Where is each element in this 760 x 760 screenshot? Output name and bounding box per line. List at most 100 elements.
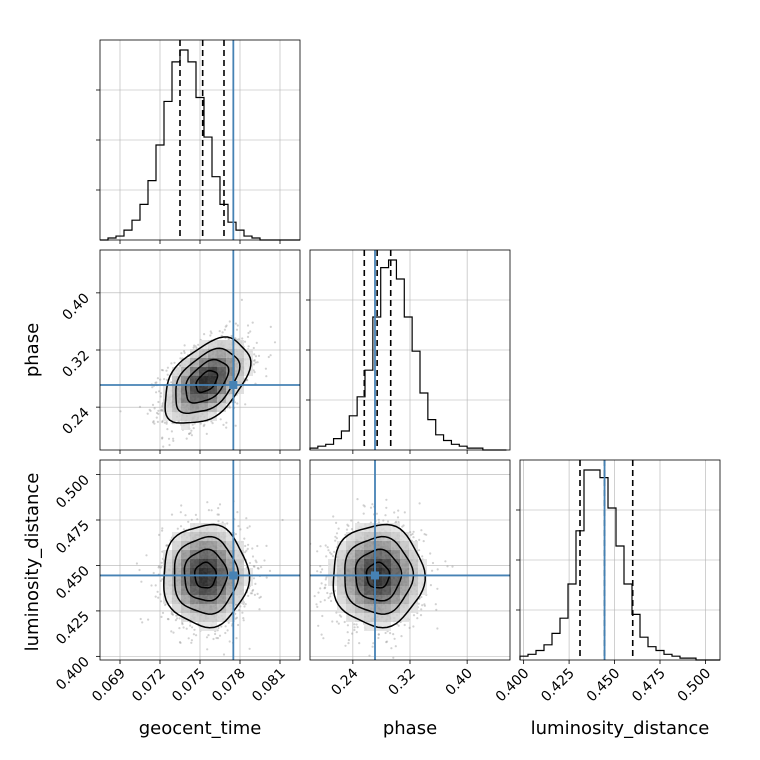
- density-cell: [226, 559, 235, 568]
- sample-point: [409, 533, 413, 537]
- sample-point: [273, 341, 277, 344]
- sample-point: [326, 591, 329, 595]
- density-cell: [226, 586, 235, 595]
- sample-point: [241, 611, 244, 614]
- density-cell: [208, 412, 217, 421]
- density-cell: [391, 541, 400, 550]
- sample-point: [244, 544, 247, 548]
- sample-point: [181, 623, 184, 626]
- density-cell: [163, 577, 172, 586]
- sample-point: [377, 518, 380, 521]
- sample-point: [395, 520, 398, 523]
- density-cell: [172, 577, 181, 586]
- sample-point: [147, 618, 150, 621]
- density-cell: [346, 550, 355, 559]
- sample-point: [246, 324, 250, 327]
- sample-point: [165, 421, 168, 424]
- density-cell: [208, 568, 217, 577]
- panel-content: [310, 460, 510, 666]
- density-cell: [355, 604, 364, 613]
- density-cell: [208, 358, 217, 367]
- density-cell: [190, 523, 199, 532]
- sample-point: [418, 538, 421, 542]
- sample-point: [281, 518, 284, 522]
- density-cell: [217, 532, 226, 541]
- x-tick-label: 0.072: [129, 666, 169, 706]
- density-cell: [199, 586, 208, 595]
- density-cell: [373, 613, 382, 622]
- sample-point: [157, 412, 160, 415]
- sample-point: [368, 654, 371, 657]
- contour-line: [185, 358, 230, 404]
- sample-point: [193, 344, 196, 347]
- density-cell: [364, 595, 373, 604]
- density-cell: [181, 604, 190, 613]
- contour-line: [164, 336, 252, 424]
- density-cell: [217, 349, 226, 358]
- sample-point: [421, 604, 424, 607]
- density-cell: [217, 541, 226, 550]
- density-cell: [337, 595, 346, 604]
- hist-panel-phase: [306, 249, 511, 454]
- sample-point: [327, 596, 330, 600]
- sample-point: [246, 379, 249, 382]
- density-cell: [235, 577, 244, 586]
- sample-point: [183, 351, 186, 354]
- sample-point: [188, 432, 191, 435]
- sample-point: [190, 429, 193, 432]
- sample-point: [235, 328, 239, 331]
- density-cell: [190, 586, 199, 595]
- sample-point: [228, 406, 231, 409]
- sample-point: [260, 566, 263, 569]
- density-cell: [199, 358, 208, 367]
- sample-point: [216, 629, 219, 632]
- sample-point: [255, 341, 258, 344]
- sample-point: [250, 592, 254, 595]
- density-cell: [355, 577, 364, 586]
- sample-point: [192, 427, 195, 430]
- sample-point: [254, 355, 258, 358]
- sample-point: [159, 409, 162, 412]
- sample-point: [444, 560, 447, 563]
- sample-point: [155, 416, 158, 419]
- density-cell: [244, 358, 253, 367]
- sample-point: [206, 501, 209, 504]
- density-cell: [355, 532, 364, 541]
- sample-point: [242, 619, 245, 622]
- sample-point: [243, 537, 246, 540]
- sample-point: [179, 525, 183, 528]
- sample-point: [400, 664, 402, 666]
- density-cell: [181, 595, 190, 604]
- sample-point: [353, 623, 356, 626]
- sample-point: [343, 620, 346, 624]
- sample-point: [243, 340, 247, 343]
- density-cell: [226, 367, 235, 376]
- sample-point: [382, 519, 385, 522]
- sample-point: [178, 641, 182, 644]
- sample-point: [347, 642, 350, 645]
- x-tick-label: 0.500: [675, 666, 715, 706]
- sample-point: [420, 595, 423, 599]
- sample-point: [194, 513, 197, 517]
- sample-point: [226, 629, 229, 632]
- sample-point: [174, 619, 177, 622]
- sample-point: [330, 592, 333, 595]
- y-tick-label: 0.32: [59, 348, 92, 381]
- sample-point: [160, 615, 163, 619]
- sample-point: [230, 334, 233, 338]
- sample-point: [326, 546, 329, 549]
- sample-point: [372, 642, 375, 645]
- density-cell: [199, 532, 208, 541]
- sample-point: [246, 335, 250, 338]
- density-cell: [355, 613, 364, 622]
- sample-point: [157, 409, 160, 412]
- sample-point: [355, 623, 358, 626]
- sample-point: [156, 590, 159, 593]
- sample-point: [179, 511, 182, 514]
- density-cell: [418, 577, 427, 586]
- density-cell: [172, 595, 181, 604]
- sample-point: [158, 533, 161, 537]
- sample-point: [335, 537, 338, 540]
- sample-point: [244, 603, 247, 606]
- sample-point: [256, 544, 259, 548]
